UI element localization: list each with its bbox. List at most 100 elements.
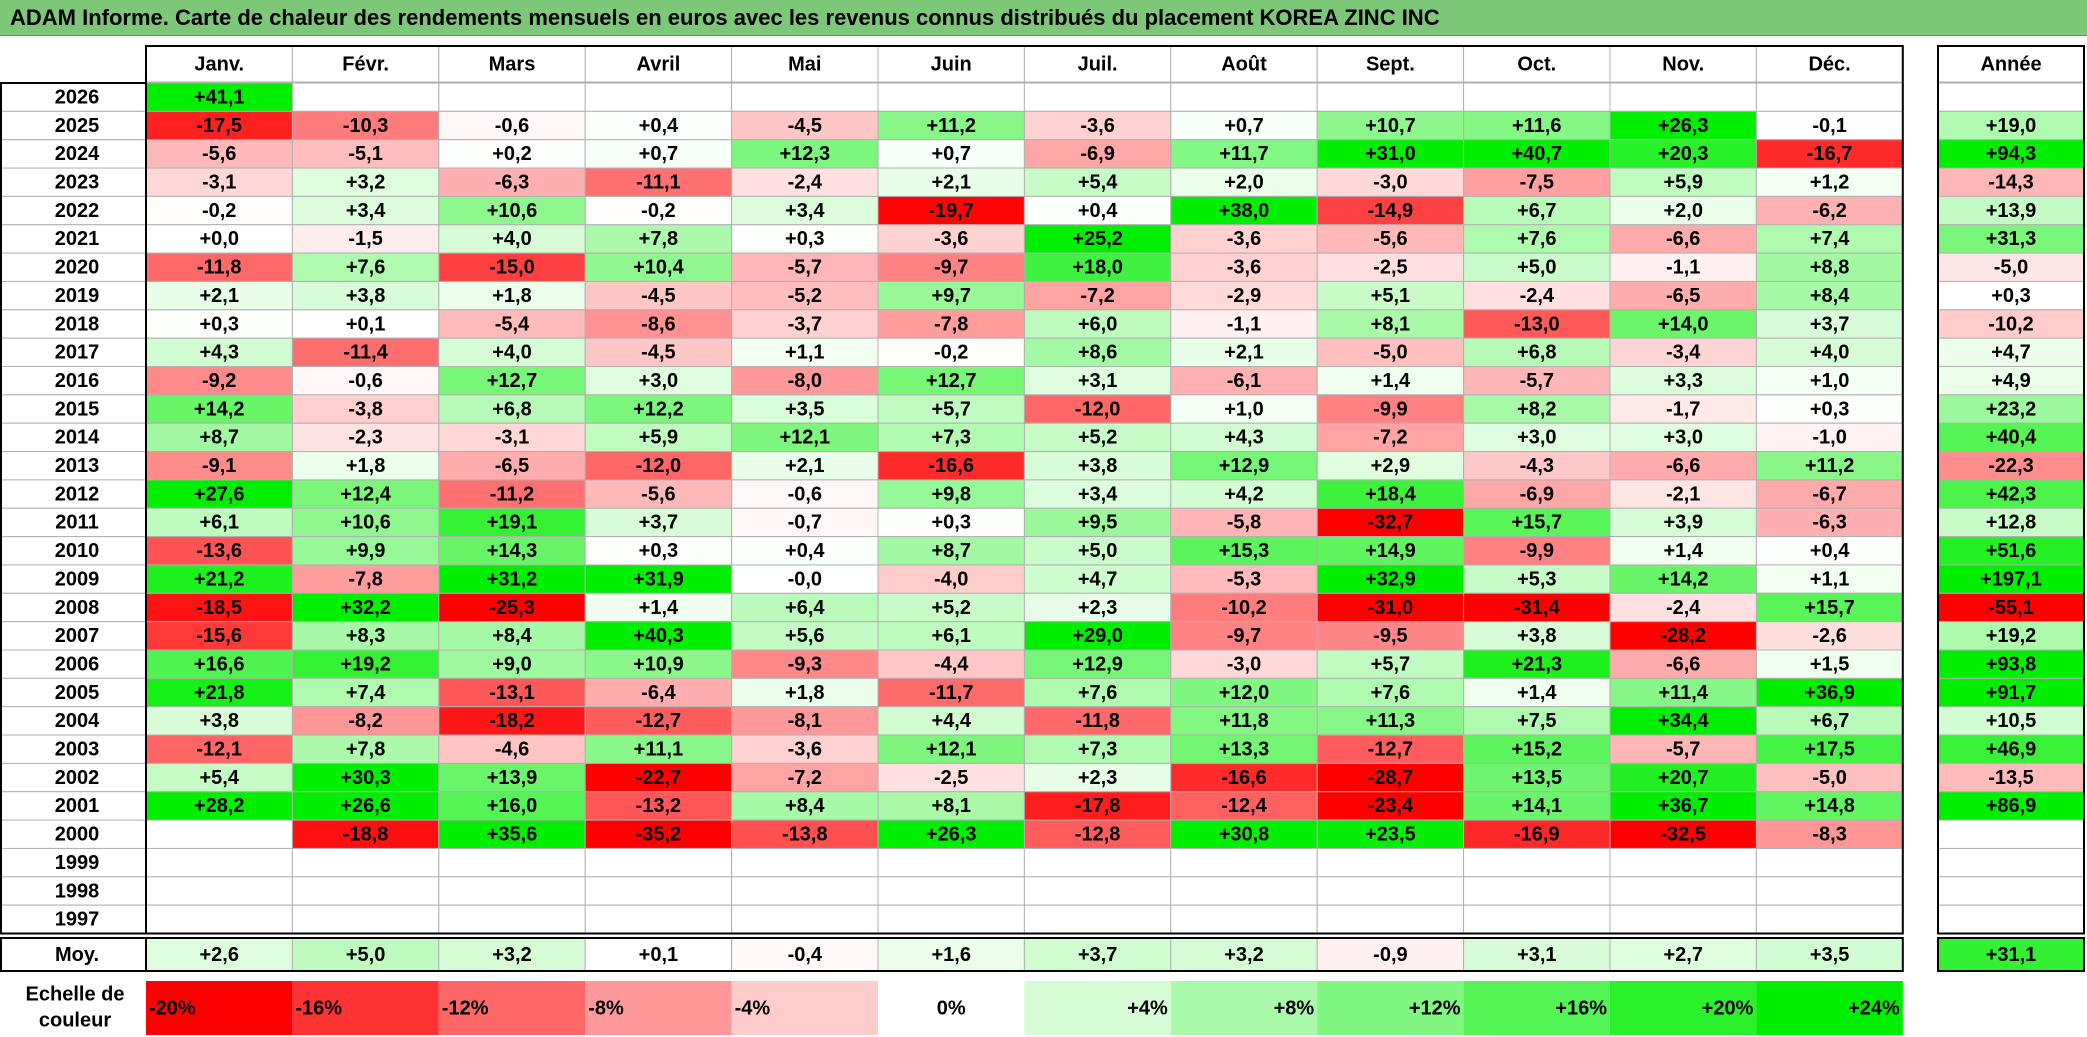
heatmap-cell (731, 139, 879, 169)
annual-cell-label: +197,1 (1980, 568, 2042, 590)
month-header-label: Févr. (342, 53, 389, 75)
annual-cell (1937, 366, 2085, 396)
heatmap-cell-label: +0,4 (1078, 200, 1118, 222)
heatmap-cell (438, 621, 586, 651)
color-scale-swatch (1756, 981, 1903, 1035)
heatmap-cell-label: -0,2 (934, 342, 968, 364)
color-scale-stop-label: -20% (149, 997, 196, 1019)
heatmap-cell (731, 791, 879, 821)
heatmap-cell (438, 564, 586, 594)
average-cell-label: +5,0 (346, 944, 385, 966)
annual-cell-label: +86,9 (1986, 795, 2037, 817)
heatmap-cell-label: +4,0 (1810, 342, 1849, 364)
heatmap-cell-label: +6,8 (1517, 342, 1556, 364)
heatmap-cell-label: -4,5 (788, 115, 822, 137)
heatmap-cell (1023, 110, 1172, 141)
heatmap-cell (1023, 479, 1172, 509)
annual-cell-label: +4,7 (1991, 342, 2030, 364)
heatmap-cell-label: +3,8 (1078, 455, 1117, 477)
year-label: 2003 (55, 739, 100, 761)
heatmap-cell (1755, 82, 1904, 112)
heatmap-cell-label: +12,3 (779, 143, 830, 165)
heatmap-cell (145, 110, 293, 141)
heatmap-cell (1316, 422, 1465, 453)
chart-title: ADAM Informe. Carte de chaleur des rende… (10, 5, 1440, 30)
heatmap-cell-label: +0,7 (1224, 115, 1263, 137)
heatmap-cell-label: +31,9 (633, 568, 684, 590)
heatmap-cell (1609, 876, 1757, 906)
heatmap-cell (731, 422, 879, 453)
header-cell (1755, 45, 1904, 83)
heatmap-cell (584, 507, 733, 538)
color-scale-swatch (438, 981, 586, 1035)
year-label: 2013 (55, 455, 100, 477)
heatmap-cell-label: -9,3 (788, 653, 822, 675)
heatmap-cell (584, 791, 733, 821)
heatmap-cell (1316, 139, 1465, 169)
annual-cell (1937, 451, 2085, 481)
heatmap-cell (1316, 621, 1465, 651)
year-cell (0, 621, 147, 651)
heatmap-cell (1023, 677, 1172, 708)
heatmap-cell-label: +5,9 (1663, 172, 1702, 194)
heatmap-cell (145, 507, 293, 538)
heatmap-cell-label: +0,4 (639, 115, 679, 137)
heatmap-cell-label: -16,6 (1221, 767, 1267, 789)
annual-cell (1937, 82, 2085, 112)
heatmap-cell-label: +0,2 (492, 143, 531, 165)
heatmap-cell-label: +0,3 (639, 540, 678, 562)
heatmap-cell-label: +1,8 (492, 285, 531, 307)
heatmap-cell-label: +3,4 (346, 200, 386, 222)
heatmap-cell-label: -2,9 (1227, 285, 1261, 307)
title-bar: ADAM Informe. Carte de chaleur des rende… (0, 0, 2087, 36)
heatmap-cell-label: +31,2 (487, 568, 538, 590)
heatmap-cell-label: -3,0 (1227, 653, 1261, 675)
year-label: 2015 (55, 398, 100, 420)
heatmap-cell (731, 706, 879, 736)
heatmap-cell (1463, 876, 1611, 906)
heatmap-cell (291, 621, 440, 651)
heatmap-cell-label: +12,7 (926, 370, 977, 392)
heatmap-cell-label: -12,0 (1075, 398, 1121, 420)
color-scale-swatch (1170, 981, 1318, 1035)
heatmap-cell (145, 167, 293, 197)
heatmap-cell (1755, 337, 1904, 367)
heatmap-cell-label: +1,4 (1371, 370, 1411, 392)
heatmap-cell-label: -22,7 (636, 767, 682, 789)
heatmap-cell-label: +26,6 (340, 795, 391, 817)
heatmap-cell-label: +5,7 (1371, 653, 1410, 675)
heatmap-cell-label: +3,5 (785, 398, 824, 420)
heatmap-cell-label: -12,4 (1221, 795, 1267, 817)
heatmap-cell (1609, 536, 1757, 566)
heatmap-cell (584, 252, 733, 282)
heatmap-cell (438, 677, 586, 708)
heatmap-cell (438, 422, 586, 453)
heatmap-cell (1463, 564, 1611, 594)
heatmap-cell-label: -13,0 (1514, 313, 1560, 335)
year-cell (0, 677, 147, 708)
heatmap-cell-label: -9,1 (202, 455, 236, 477)
heatmap-cell (1755, 451, 1904, 481)
heatmap-cell (1170, 167, 1318, 197)
heatmap-cell-label: +6,1 (931, 625, 970, 647)
heatmap-cell-label: +12,9 (1072, 653, 1123, 675)
heatmap-cell (877, 536, 1025, 566)
heatmap-cell (1463, 536, 1611, 566)
average-cell-label: +2,6 (199, 944, 238, 966)
heatmap-cell (584, 82, 733, 112)
heatmap-cell-label: -16,7 (1807, 143, 1853, 165)
heatmap-cell (1463, 110, 1611, 141)
year-label: 2017 (55, 342, 100, 364)
heatmap-cell-label: -7,8 (348, 568, 382, 590)
annual-cell-label: +19,2 (1986, 625, 2037, 647)
heatmap-cell (291, 649, 440, 679)
heatmap-cell (584, 762, 733, 793)
heatmap-cell (1463, 167, 1611, 197)
year-label: 2016 (55, 370, 100, 392)
heatmap-cell-label: -31,4 (1514, 597, 1560, 619)
annual-cell-label: +91,7 (1986, 682, 2037, 704)
heatmap-cell-label: -6,2 (1812, 200, 1846, 222)
annual-border (1937, 45, 2085, 935)
color-scale-stop-label: +8% (1274, 997, 1315, 1019)
year-label: 2024 (55, 143, 100, 165)
